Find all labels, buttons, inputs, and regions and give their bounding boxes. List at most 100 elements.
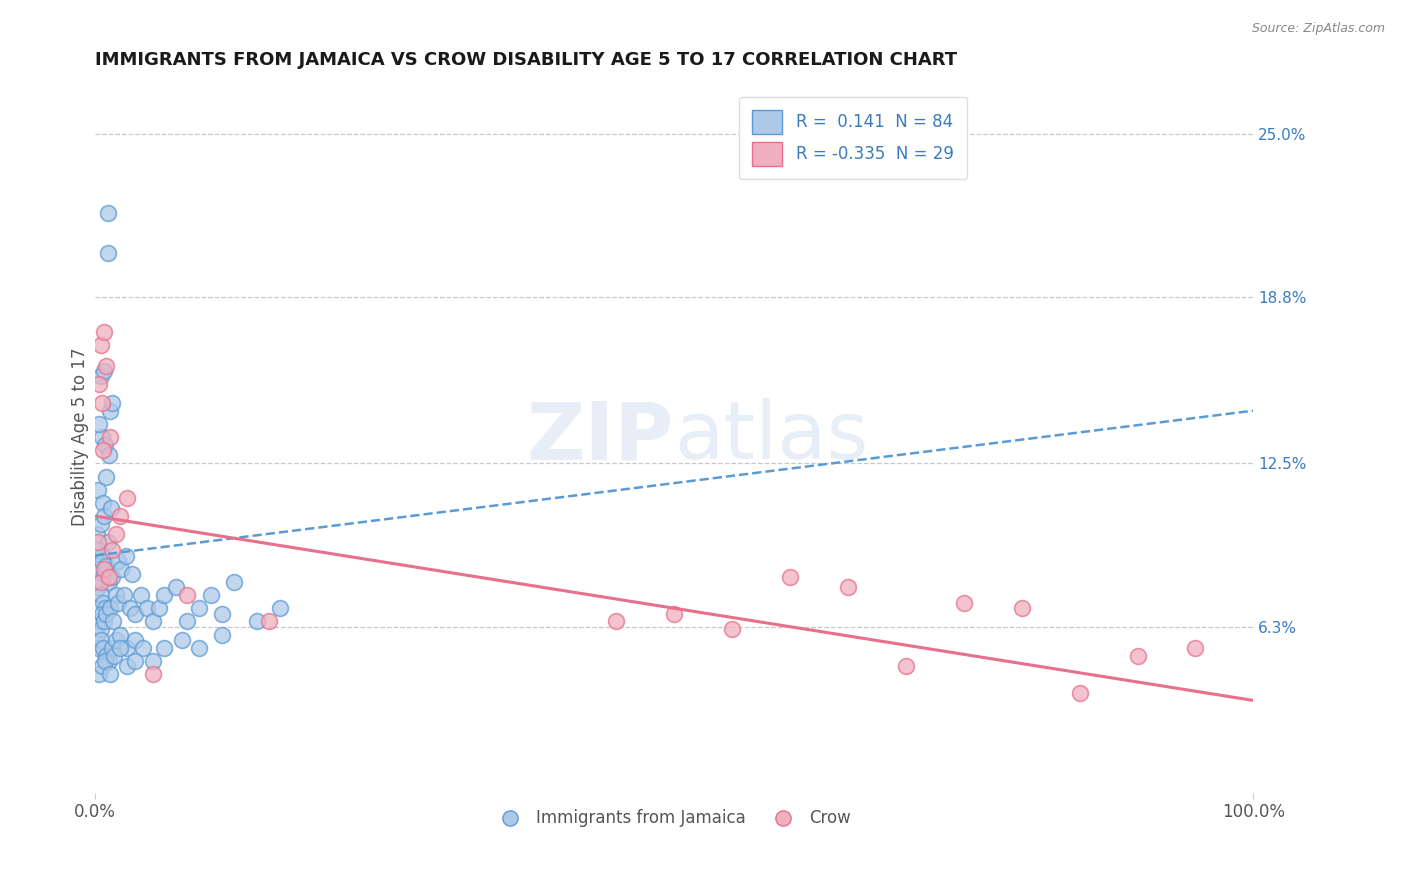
- Point: [104, 588, 127, 602]
- Point: [86, 527, 108, 541]
- Point: [91, 496, 114, 510]
- Point: [142, 654, 165, 668]
- Text: atlas: atlas: [673, 398, 869, 476]
- Point: [101, 396, 124, 410]
- Point: [93, 364, 115, 378]
- Point: [952, 596, 974, 610]
- Point: [96, 469, 118, 483]
- Legend: Immigrants from Jamaica, Crow: Immigrants from Jamaica, Crow: [491, 803, 858, 834]
- Point: [269, 601, 291, 615]
- Point: [87, 640, 110, 655]
- Point: [90, 396, 112, 410]
- Point: [124, 607, 146, 621]
- Point: [662, 607, 685, 621]
- Point: [90, 588, 112, 602]
- Text: Source: ZipAtlas.com: Source: ZipAtlas.com: [1251, 22, 1385, 36]
- Point: [1011, 601, 1033, 615]
- Point: [112, 588, 135, 602]
- Point: [91, 443, 114, 458]
- Point: [1126, 648, 1149, 663]
- Point: [103, 648, 125, 663]
- Point: [87, 580, 110, 594]
- Point: [104, 527, 127, 541]
- Point: [96, 559, 118, 574]
- Point: [1184, 640, 1206, 655]
- Point: [93, 509, 115, 524]
- Point: [110, 627, 132, 641]
- Point: [98, 667, 121, 681]
- Point: [188, 640, 211, 655]
- Point: [87, 543, 110, 558]
- Text: IMMIGRANTS FROM JAMAICA VS CROW DISABILITY AGE 5 TO 17 CORRELATION CHART: IMMIGRANTS FROM JAMAICA VS CROW DISABILI…: [94, 51, 957, 69]
- Point: [89, 615, 111, 629]
- Point: [605, 615, 627, 629]
- Point: [98, 430, 121, 444]
- Point: [96, 535, 118, 549]
- Point: [93, 566, 115, 581]
- Point: [96, 648, 118, 663]
- Point: [142, 667, 165, 681]
- Point: [121, 566, 143, 581]
- Point: [100, 501, 122, 516]
- Point: [110, 640, 132, 655]
- Point: [153, 640, 176, 655]
- Point: [211, 627, 233, 641]
- Point: [142, 615, 165, 629]
- Point: [90, 623, 112, 637]
- Text: ZIP: ZIP: [527, 398, 673, 476]
- Point: [257, 615, 280, 629]
- Point: [107, 596, 129, 610]
- Point: [90, 659, 112, 673]
- Point: [96, 607, 118, 621]
- Point: [107, 554, 129, 568]
- Point: [90, 554, 112, 568]
- Point: [94, 654, 117, 668]
- Point: [90, 516, 112, 531]
- Point: [115, 659, 138, 673]
- Point: [779, 569, 801, 583]
- Point: [115, 640, 138, 655]
- Point: [94, 438, 117, 452]
- Point: [97, 569, 120, 583]
- Point: [98, 403, 121, 417]
- Point: [188, 601, 211, 615]
- Point: [104, 632, 127, 647]
- Point: [93, 325, 115, 339]
- Point: [94, 601, 117, 615]
- Point: [98, 601, 121, 615]
- Point: [176, 588, 198, 602]
- Point: [101, 640, 124, 655]
- Point: [200, 588, 222, 602]
- Point: [89, 417, 111, 431]
- Point: [110, 509, 132, 524]
- Point: [90, 369, 112, 384]
- Point: [97, 574, 120, 589]
- Y-axis label: Disability Age 5 to 17: Disability Age 5 to 17: [72, 348, 89, 526]
- Point: [90, 607, 112, 621]
- Point: [894, 659, 917, 673]
- Point: [118, 601, 141, 615]
- Point: [110, 562, 132, 576]
- Point: [96, 206, 118, 220]
- Point: [129, 588, 152, 602]
- Point: [222, 574, 245, 589]
- Point: [124, 654, 146, 668]
- Point: [87, 483, 110, 497]
- Point: [153, 588, 176, 602]
- Point: [165, 580, 187, 594]
- Point: [89, 377, 111, 392]
- Point: [101, 543, 124, 558]
- Point: [96, 359, 118, 373]
- Point: [89, 562, 111, 576]
- Point: [97, 654, 120, 668]
- Point: [115, 549, 138, 563]
- Point: [132, 640, 155, 655]
- Point: [211, 607, 233, 621]
- Point: [93, 615, 115, 629]
- Point: [96, 245, 118, 260]
- Point: [721, 623, 744, 637]
- Point: [91, 596, 114, 610]
- Point: [91, 640, 114, 655]
- Point: [90, 549, 112, 563]
- Point: [148, 601, 170, 615]
